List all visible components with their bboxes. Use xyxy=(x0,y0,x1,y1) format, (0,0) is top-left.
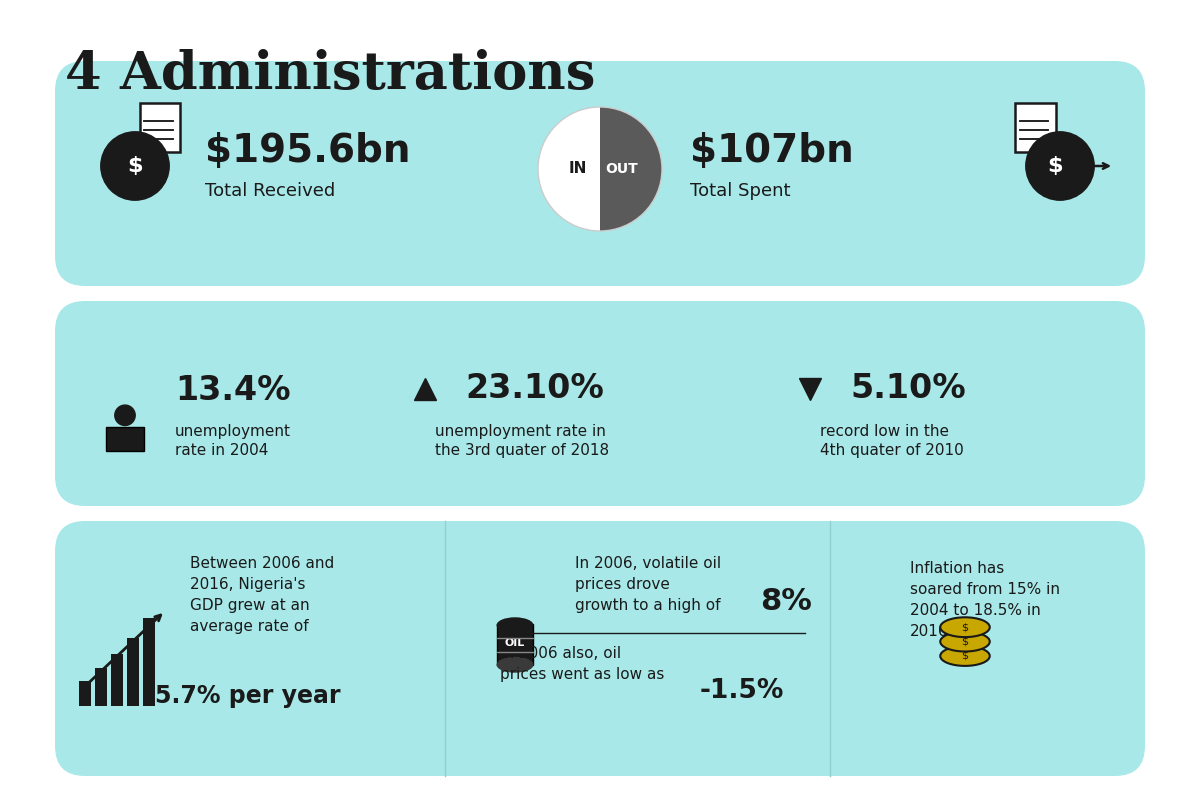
Text: 8%: 8% xyxy=(760,586,812,616)
FancyBboxPatch shape xyxy=(55,61,1145,286)
FancyBboxPatch shape xyxy=(55,301,1145,506)
Text: OUT: OUT xyxy=(606,162,638,176)
Text: In 2006, volatile oil
prices drove
growth to a high of: In 2006, volatile oil prices drove growt… xyxy=(575,556,721,613)
Text: Total Received: Total Received xyxy=(205,182,335,200)
Text: $: $ xyxy=(961,622,968,633)
Text: Total Spent: Total Spent xyxy=(690,182,791,200)
Text: OIL: OIL xyxy=(505,637,526,648)
Text: Between 2006 and
2016, Nigeria's
GDP grew at an
average rate of: Between 2006 and 2016, Nigeria's GDP gre… xyxy=(190,556,335,634)
Bar xyxy=(79,681,91,706)
FancyBboxPatch shape xyxy=(1015,103,1056,152)
FancyBboxPatch shape xyxy=(55,521,1145,776)
Text: record low in the
4th quater of 2010: record low in the 4th quater of 2010 xyxy=(820,423,964,458)
Ellipse shape xyxy=(497,617,534,633)
Text: $195.6bn: $195.6bn xyxy=(205,132,410,170)
Text: In 2006 also, oil
prices went as low as: In 2006 also, oil prices went as low as xyxy=(500,646,665,682)
Text: $: $ xyxy=(127,156,143,176)
Text: IN: IN xyxy=(569,161,587,177)
Wedge shape xyxy=(538,107,600,231)
Bar xyxy=(110,654,124,706)
Ellipse shape xyxy=(941,646,990,666)
Text: 5.7% per year: 5.7% per year xyxy=(155,684,341,708)
Circle shape xyxy=(101,132,169,200)
Circle shape xyxy=(1026,132,1094,200)
Wedge shape xyxy=(600,107,662,231)
Ellipse shape xyxy=(941,632,990,651)
FancyBboxPatch shape xyxy=(497,624,534,665)
Ellipse shape xyxy=(941,617,990,637)
Text: Inflation has
soared from 15% in
2004 to 18.5% in
2016.: Inflation has soared from 15% in 2004 to… xyxy=(910,561,1060,639)
Text: 23.10%: 23.10% xyxy=(466,372,604,406)
Text: $: $ xyxy=(1048,156,1063,176)
Text: unemployment rate in
the 3rd quater of 2018: unemployment rate in the 3rd quater of 2… xyxy=(434,423,610,458)
FancyBboxPatch shape xyxy=(139,103,180,152)
Text: $: $ xyxy=(961,637,968,646)
Bar xyxy=(127,638,139,706)
Text: 5.10%: 5.10% xyxy=(850,372,966,406)
Bar xyxy=(95,668,107,706)
Text: $107bn: $107bn xyxy=(690,132,853,170)
FancyBboxPatch shape xyxy=(107,427,144,451)
Text: 4 Administrations: 4 Administrations xyxy=(65,49,595,100)
Ellipse shape xyxy=(497,657,534,672)
Circle shape xyxy=(115,406,136,426)
Bar xyxy=(143,618,155,706)
Text: 13.4%: 13.4% xyxy=(175,375,290,407)
Text: $: $ xyxy=(961,651,968,661)
Text: -1.5%: -1.5% xyxy=(700,678,785,704)
Text: unemployment
rate in 2004: unemployment rate in 2004 xyxy=(175,423,292,458)
